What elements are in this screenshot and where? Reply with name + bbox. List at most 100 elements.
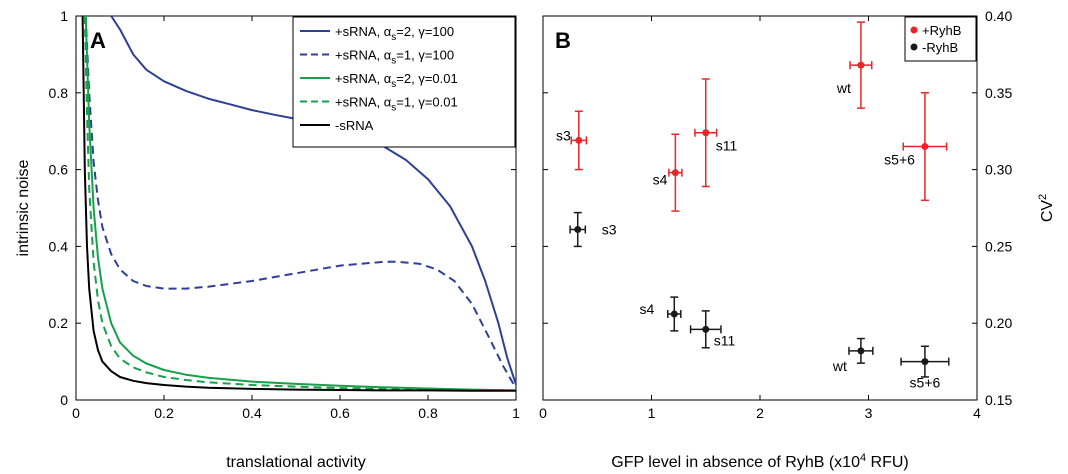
panel-b-y-axis-label-main: CV bbox=[1039, 200, 1056, 223]
point-label: s11 bbox=[716, 138, 738, 154]
panel-a-x-tick-label: 0.2 bbox=[154, 405, 174, 421]
legend-label-sub: s bbox=[391, 79, 396, 90]
panel-b-point-plus-3: wt bbox=[836, 21, 873, 109]
panel-b-point-plus-4: s5+6 bbox=[884, 92, 948, 202]
panel-b-y-axis-label-sup: 2 bbox=[1037, 194, 1049, 200]
legend-label-sub: s bbox=[391, 32, 396, 43]
point-label: s3 bbox=[556, 127, 571, 143]
panel-b-point-plus-0: s3 bbox=[556, 110, 588, 171]
point-label: wt bbox=[832, 358, 847, 374]
panel-b-y-tick-label: 0.15 bbox=[985, 392, 1012, 408]
panel-a-legend-label-0: +sRNA, αs=2, γ=100 bbox=[335, 24, 454, 43]
point-label: s3 bbox=[602, 222, 617, 238]
legend-label-rest: =2, γ=100 bbox=[396, 24, 454, 39]
legend-label-main: -sRNA bbox=[335, 118, 374, 133]
panel-b-x-axis-label-main: GFP level in absence of RyhB (x10 bbox=[611, 454, 860, 471]
legend-label-main: +sRNA, α bbox=[335, 48, 392, 63]
panel-a-y-tick-label: 0.2 bbox=[49, 315, 69, 331]
panel-a-series-line-3 bbox=[83, 15, 517, 392]
panel-a-legend: +sRNA, αs=2, γ=100+sRNA, αs=1, γ=100+sRN… bbox=[292, 16, 516, 148]
panel-b-points: s3 s4 s11 wt s5+6 s3 s4 s11 wt s5+6 bbox=[556, 21, 950, 391]
panel-b-y-tick-label: 0.25 bbox=[985, 238, 1012, 254]
panel-b-x-tick-label: 1 bbox=[648, 405, 656, 421]
point-label: s4 bbox=[653, 172, 668, 188]
panel-a-series-line-4 bbox=[81, 15, 516, 392]
panel-a-y-axis-label: intrinsic noise bbox=[15, 159, 32, 256]
legend-label-main: +sRNA, α bbox=[335, 24, 392, 39]
point-label: s5+6 bbox=[884, 152, 915, 168]
legend-label-sub: s bbox=[391, 103, 396, 114]
data-point bbox=[671, 169, 679, 177]
panel-b-letter: B bbox=[555, 28, 571, 53]
panel-b-y-tick-label: 0.20 bbox=[985, 315, 1012, 331]
panel-b-y-tick-label: 0.35 bbox=[985, 85, 1012, 101]
panel-b-x-tick-label: 4 bbox=[973, 405, 981, 421]
panel-b-legend-label-0: +RyhB bbox=[922, 23, 961, 38]
panel-a-x-tick-label: 0.6 bbox=[330, 405, 350, 421]
legend-label-rest: =1, γ=100 bbox=[396, 48, 454, 63]
data-point bbox=[702, 129, 710, 137]
panel-a-x-tick-label: 0 bbox=[72, 405, 80, 421]
panel-b-point-minus-0: s3 bbox=[569, 211, 617, 248]
panel-a-y-tick-label: 0.6 bbox=[49, 162, 69, 178]
panel-b-x-axis-label-rest: RFU) bbox=[866, 454, 909, 471]
panel-a-legend-label-3: +sRNA, αs=1, γ=0.01 bbox=[335, 95, 458, 114]
panel-b-point-minus-4: s5+6 bbox=[900, 345, 950, 391]
panel-b-plot-frame bbox=[542, 15, 978, 401]
panel-a-x-tick-label: 1 bbox=[512, 405, 520, 421]
panel-b-x-tick-label: 3 bbox=[865, 405, 873, 421]
panel-a-plot-frame bbox=[75, 15, 517, 401]
point-label: wt bbox=[836, 80, 851, 96]
panel-a-y-tick-label: 0.4 bbox=[49, 238, 69, 254]
panel-b-x-tick-label: 0 bbox=[539, 405, 547, 421]
panel-a-x-tick-label: 0.4 bbox=[242, 405, 262, 421]
legend-label-sub: s bbox=[391, 56, 396, 67]
panel-a-legend-label-4: -sRNA bbox=[335, 118, 374, 133]
panel-a-y-tick-label: 0.8 bbox=[49, 85, 69, 101]
panel-b-point-minus-1: s4 bbox=[639, 296, 682, 332]
panel-a-series-line-2 bbox=[84, 15, 517, 392]
data-point bbox=[921, 358, 929, 366]
panel-a-ticks: 0 0.2 0.4 0.6 0.8 1 0 0.2 0.4 0.6 0.8 1 bbox=[49, 8, 521, 421]
panel-a-legend-label-2: +sRNA, αs=2, γ=0.01 bbox=[335, 71, 458, 90]
panel-b-point-plus-1: s4 bbox=[653, 133, 683, 212]
panel-b-y-tick-label: 0.40 bbox=[985, 8, 1012, 24]
panel-b-legend-box bbox=[904, 16, 977, 62]
point-label: s4 bbox=[639, 301, 654, 317]
point-label: s11 bbox=[714, 332, 736, 348]
legend-label-main: +sRNA, α bbox=[335, 95, 392, 110]
legend-label-rest: =2, γ=0.01 bbox=[396, 71, 457, 86]
data-point bbox=[670, 310, 678, 318]
panel-b-legend-label-1: -RyhB bbox=[922, 40, 958, 55]
panel-a: 0 0.2 0.4 0.6 0.8 100.20.40.60.81 A +sRNA, αs… bbox=[15, 8, 520, 471]
data-point bbox=[857, 61, 865, 69]
panel-b-point-plus-2: s11 bbox=[694, 78, 738, 188]
panel-b-x-tick-label: 2 bbox=[756, 405, 764, 421]
panel-b-x-axis-label-sup: 4 bbox=[860, 452, 866, 464]
panel-b-x-axis-label: GFP level in absence of RyhB (x104 RFU) bbox=[611, 452, 909, 471]
panel-b-legend-marker-1 bbox=[910, 43, 918, 51]
legend-label-rest: =1, γ=0.01 bbox=[396, 95, 457, 110]
panel-b-legend-marker-0 bbox=[910, 26, 918, 34]
panel-b-point-minus-2: s11 bbox=[689, 310, 736, 349]
panel-b-ticks: 0 1 2 3 40.15 0.20 0.25 0.30 0.35 0.40 bbox=[539, 8, 1012, 421]
data-point bbox=[574, 226, 582, 234]
panel-b-y-axis-label: CV2 bbox=[1037, 194, 1056, 222]
data-point bbox=[575, 136, 583, 144]
panel-a-x-tick-label: 0.8 bbox=[418, 405, 438, 421]
panel-a-y-tick-label: 1 bbox=[60, 8, 68, 24]
data-point bbox=[702, 325, 710, 333]
panel-b-y-tick-label: 0.30 bbox=[985, 162, 1012, 178]
panel-b-point-minus-3: wt bbox=[832, 337, 874, 374]
panel-a-legend-box bbox=[292, 16, 516, 148]
data-point bbox=[857, 347, 865, 355]
point-label: s5+6 bbox=[910, 375, 941, 391]
panel-b: 0 1 2 3 40.150.200.250.300.350.40 s3s4s11wts… bbox=[539, 8, 1056, 471]
data-point bbox=[921, 143, 929, 151]
panel-a-legend-label-1: +sRNA, αs=1, γ=100 bbox=[335, 48, 454, 67]
legend-label-main: +sRNA, α bbox=[335, 71, 392, 86]
panel-b-legend: +RyhB -RyhB bbox=[904, 16, 977, 62]
panel-a-y-tick-label: 0 bbox=[60, 392, 68, 408]
panel-a-x-axis-label: translational activity bbox=[226, 454, 366, 471]
